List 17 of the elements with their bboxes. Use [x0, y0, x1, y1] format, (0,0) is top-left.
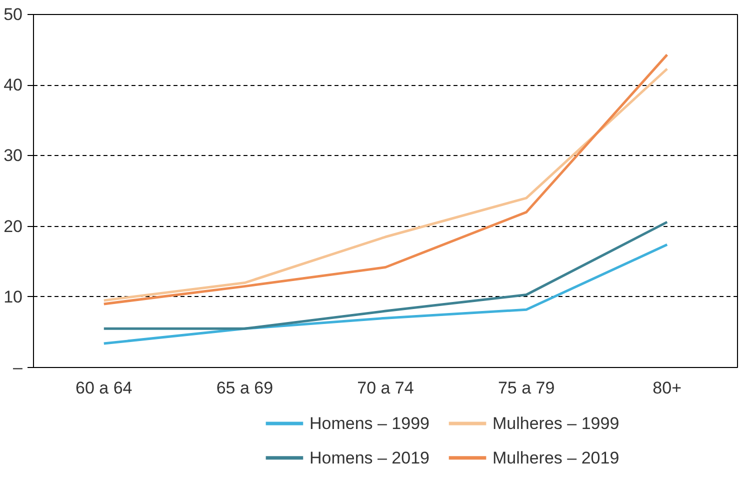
x-tick-label: 75 a 79 — [498, 378, 555, 398]
legend-label: Homens – 2019 — [309, 448, 430, 468]
x-tick-label: 65 a 69 — [216, 378, 274, 398]
legend-label: Mulheres – 2019 — [492, 448, 620, 468]
y-tick-label: 50 — [4, 5, 23, 24]
x-tick-label: 70 a 74 — [357, 378, 414, 398]
y-tick-label: – — [13, 358, 24, 377]
line-series — [102, 220, 668, 330]
line-series — [102, 243, 668, 345]
y-tick-label: 10 — [4, 287, 23, 306]
y-tick-label: 30 — [4, 146, 23, 166]
legend-label: Homens – 1999 — [309, 414, 430, 433]
x-tick-label: 60 a 64 — [76, 378, 132, 398]
y-tick-label: 40 — [4, 76, 23, 95]
x-tick-label: 80+ — [652, 378, 682, 398]
legend-label: Mulheres – 1999 — [492, 414, 620, 433]
y-tick-label: 20 — [4, 216, 23, 236]
